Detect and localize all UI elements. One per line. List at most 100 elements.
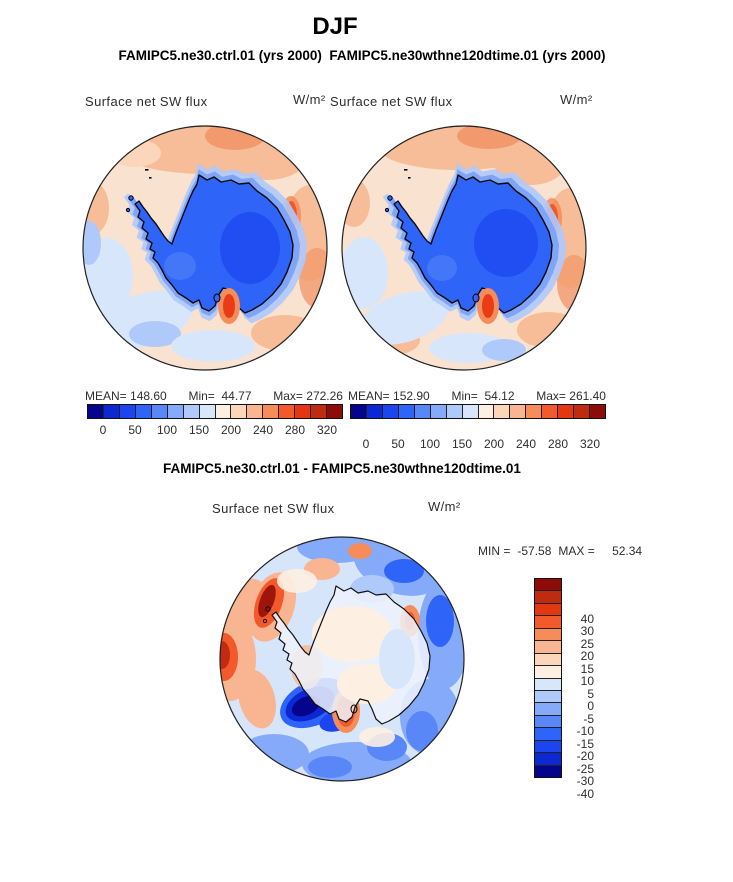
- colorbar-tick-label: -10: [576, 724, 594, 738]
- right-panel-units-label: W/m²: [560, 92, 593, 107]
- right-min-value: 54.12: [484, 389, 515, 403]
- colorbar-tick-label: 200: [483, 437, 505, 451]
- colorbar-tick-label: 100: [419, 437, 441, 451]
- colorbar-tick-label: 40: [580, 611, 594, 626]
- colorbar-tick-label: 320: [579, 437, 601, 451]
- colorbar-segment: [535, 740, 561, 754]
- diff-min-value: -57.58: [517, 544, 552, 558]
- colorbar-tick-label: 320: [316, 423, 338, 437]
- map-control-run: [75, 118, 335, 378]
- colorbar-tick-label: -40: [576, 786, 594, 801]
- colorbar-segment: [151, 405, 168, 418]
- colorbar-tick-label: -20: [576, 749, 594, 763]
- map-experiment-run: [334, 118, 594, 378]
- colorbar-diff: [534, 578, 562, 778]
- colorbar-tick-label: 10: [580, 674, 594, 688]
- diff-variable-label: Surface net SW flux: [212, 501, 335, 516]
- colorbar-segment: [462, 405, 479, 418]
- map-control-rim: [82, 125, 328, 371]
- colorbar-segment: [535, 753, 561, 766]
- diff-min-label: MIN =: [478, 544, 511, 558]
- colorbar-segment: [263, 405, 280, 418]
- colorbar-tick-label: 5: [587, 686, 594, 701]
- diff-stats: MIN = -57.58 MAX = 52.34: [478, 544, 642, 558]
- colorbar-segment: [167, 405, 184, 418]
- colorbar-tick-label: 15: [580, 661, 594, 676]
- colorbar-segment: [135, 405, 152, 418]
- colorbar-segment: [247, 405, 264, 418]
- colorbar-left: [87, 404, 343, 419]
- colorbar-segment: [526, 405, 543, 418]
- colorbar-segment: [535, 678, 561, 691]
- right-max-value: 261.40: [569, 389, 606, 403]
- colorbar-segment: [494, 405, 511, 418]
- colorbar-segment: [535, 690, 561, 704]
- colorbar-segment: [535, 579, 561, 592]
- colorbar-segment: [574, 405, 591, 418]
- colorbar-segment: [295, 405, 312, 418]
- colorbar-tick-label: 240: [252, 423, 274, 437]
- colorbar-segment: [414, 405, 431, 418]
- colorbar-tick-label: 30: [580, 624, 594, 638]
- colorbar-segment: [535, 666, 561, 679]
- colorbar-segment: [535, 653, 561, 667]
- colorbar-tick-label: 200: [220, 423, 242, 437]
- left-min-label: Min=: [188, 389, 215, 403]
- colorbar-segment: [535, 765, 561, 777]
- colorbar-segment: [535, 641, 561, 654]
- left-panel-units-label: W/m²: [293, 92, 326, 107]
- colorbar-segment: [327, 405, 342, 418]
- right-max-label: Max=: [536, 389, 566, 403]
- right-panel-stats: MEAN= 152.90 Min= 54.12 Max= 261.40: [348, 389, 606, 403]
- left-mean-label: MEAN=: [85, 389, 127, 403]
- colorbar-segment: [535, 628, 561, 642]
- colorbar-right-ticks: 0 50 100 150 200 240 280 320: [350, 437, 606, 451]
- colorbar-diff-ticks: 40 30 25 20 15 10 5 0 -5 -10 -15 -20 -25 -30 -40: [566, 606, 596, 806]
- colorbar-segment: [430, 405, 447, 418]
- colorbar-tick-label: 100: [156, 423, 178, 437]
- colorbar-segment: [535, 703, 561, 716]
- colorbar-tick-label: -30: [576, 774, 594, 788]
- colorbar-tick-label: -25: [576, 761, 594, 776]
- colorbar-tick-label: 0: [99, 423, 107, 437]
- colorbar-tick-label: -15: [576, 736, 594, 751]
- colorbar-right: [350, 404, 606, 419]
- colorbar-segment: [119, 405, 136, 418]
- case-subtitle: FAMIPC5.ne30.ctrl.01 (yrs 2000) FAMIPC5.…: [118, 48, 606, 63]
- map-experiment-continent: [382, 163, 567, 324]
- colorbar-tick-label: 0: [587, 699, 594, 713]
- colorbar-tick-label: -5: [583, 711, 594, 726]
- map-difference-coastline: [262, 585, 431, 725]
- map-experiment-rim: [341, 125, 587, 371]
- colorbar-segment: [398, 405, 415, 418]
- left-max-value: 272.26: [306, 389, 343, 403]
- map-difference: [212, 529, 472, 789]
- colorbar-segment: [446, 405, 463, 418]
- left-panel-variable-label: Surface net SW flux: [85, 94, 208, 109]
- right-min-label: Min=: [451, 389, 478, 403]
- colorbar-segment: [88, 405, 104, 418]
- map-difference-rim: [219, 536, 465, 782]
- colorbar-segment: [231, 405, 248, 418]
- diff-max-label: MAX =: [558, 544, 595, 558]
- left-mean-value: 148.60: [130, 389, 167, 403]
- colorbar-segment: [478, 405, 495, 418]
- colorbar-tick-label: 150: [451, 437, 473, 451]
- right-panel-variable-label: Surface net SW flux: [330, 94, 453, 109]
- colorbar-segment: [535, 616, 561, 629]
- diff-max-value: 52.34: [612, 544, 643, 558]
- colorbar-segment: [199, 405, 216, 418]
- map-control-continent: [123, 163, 308, 324]
- colorbar-segment: [382, 405, 399, 418]
- left-panel-stats: MEAN= 148.60 Min= 44.77 Max= 272.26: [85, 389, 343, 403]
- colorbar-tick-label: 0: [362, 437, 370, 451]
- diff-title: FAMIPC5.ne30.ctrl.01 - FAMIPC5.ne30wthne…: [163, 461, 521, 476]
- colorbar-segment: [183, 405, 200, 418]
- colorbar-segment: [103, 405, 120, 418]
- colorbar-tick-label: 25: [580, 636, 594, 651]
- colorbar-tick-label: 280: [547, 437, 569, 451]
- diff-units-label: W/m²: [428, 499, 461, 514]
- colorbar-segment: [510, 405, 527, 418]
- colorbar-tick-label: 280: [284, 423, 306, 437]
